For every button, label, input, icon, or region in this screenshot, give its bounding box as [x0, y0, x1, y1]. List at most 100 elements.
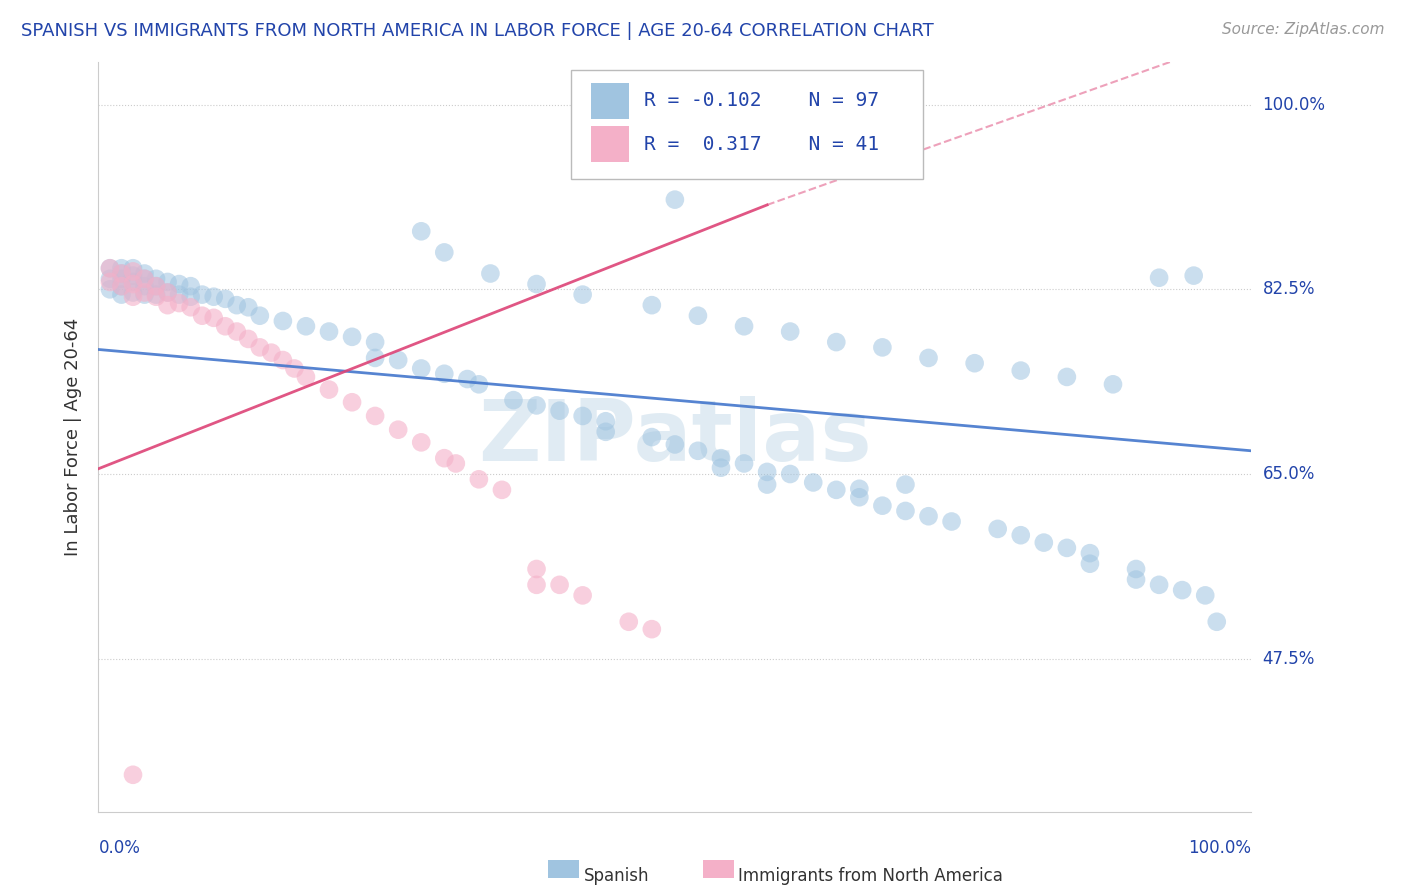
Point [145, 287, 167, 301]
Point [1010, 363, 1032, 377]
Point [872, 340, 894, 354]
Point [156, 285, 179, 300]
Point [941, 515, 963, 529]
Point [260, 345, 283, 359]
Point [526, 578, 548, 592]
Point [191, 309, 214, 323]
Point [238, 300, 260, 314]
Point [98, 272, 121, 286]
Point [433, 451, 456, 466]
Point [526, 277, 548, 291]
Point [686, 443, 709, 458]
Point [1171, 583, 1194, 598]
Point [779, 467, 801, 481]
Point [1147, 578, 1170, 592]
Point [411, 435, 433, 450]
Point [1032, 535, 1054, 549]
Point [664, 437, 686, 451]
FancyBboxPatch shape [571, 70, 922, 178]
Point [456, 372, 478, 386]
Point [110, 272, 132, 286]
Point [825, 335, 848, 350]
Point [801, 475, 824, 490]
Point [167, 277, 190, 291]
Point [825, 483, 848, 497]
Point [122, 275, 145, 289]
Text: Immigrants from North America: Immigrants from North America [738, 867, 1002, 885]
Point [156, 298, 179, 312]
Point [167, 287, 190, 301]
Point [1056, 370, 1078, 384]
Point [225, 325, 247, 339]
Point [1078, 557, 1101, 571]
Point [122, 290, 145, 304]
Point [271, 314, 294, 328]
Point [733, 319, 755, 334]
Point [479, 267, 502, 281]
Point [202, 310, 225, 325]
Point [641, 298, 664, 312]
Point [664, 193, 686, 207]
Point [145, 272, 167, 286]
Point [110, 279, 132, 293]
Point [110, 287, 132, 301]
Point [110, 279, 132, 293]
Point [202, 290, 225, 304]
Point [987, 522, 1010, 536]
Point [98, 275, 121, 289]
Point [710, 451, 733, 466]
Point [387, 353, 409, 368]
Point [122, 277, 145, 291]
Point [156, 285, 179, 300]
Text: 82.5%: 82.5% [1263, 280, 1315, 298]
Point [756, 477, 779, 491]
Point [145, 290, 167, 304]
Point [1147, 270, 1170, 285]
Point [526, 562, 548, 576]
Point [491, 483, 513, 497]
Point [872, 499, 894, 513]
Point [214, 319, 236, 334]
Point [1102, 377, 1125, 392]
Point [134, 267, 156, 281]
Point [526, 399, 548, 413]
Point [134, 287, 156, 301]
Point [134, 272, 156, 286]
Point [433, 245, 456, 260]
Point [1182, 268, 1205, 283]
Text: SPANISH VS IMMIGRANTS FROM NORTH AMERICA IN LABOR FORCE | AGE 20-64 CORRELATION : SPANISH VS IMMIGRANTS FROM NORTH AMERICA… [21, 22, 934, 40]
Point [468, 472, 491, 486]
Point [214, 292, 236, 306]
Point [283, 361, 305, 376]
Point [411, 361, 433, 376]
Text: 47.5%: 47.5% [1263, 649, 1315, 668]
Point [641, 430, 664, 444]
Point [1010, 528, 1032, 542]
Point [571, 409, 593, 423]
Text: 65.0%: 65.0% [1263, 465, 1315, 483]
Point [110, 261, 132, 276]
Point [917, 509, 939, 524]
Point [122, 268, 145, 283]
Point [110, 267, 132, 281]
Text: 100.0%: 100.0% [1263, 95, 1326, 113]
Point [98, 261, 121, 276]
Point [134, 279, 156, 293]
Point [502, 393, 524, 408]
Point [238, 332, 260, 346]
Point [595, 425, 617, 439]
Text: Source: ZipAtlas.com: Source: ZipAtlas.com [1222, 22, 1385, 37]
Point [295, 370, 318, 384]
Point [295, 319, 318, 334]
Point [145, 279, 167, 293]
Point [387, 423, 409, 437]
Point [98, 282, 121, 296]
Text: 100.0%: 100.0% [1188, 839, 1251, 857]
Point [122, 768, 145, 782]
Point [134, 285, 156, 300]
Point [156, 275, 179, 289]
Point [641, 622, 664, 636]
Bar [591, 83, 628, 119]
Point [963, 356, 986, 370]
Point [180, 279, 202, 293]
